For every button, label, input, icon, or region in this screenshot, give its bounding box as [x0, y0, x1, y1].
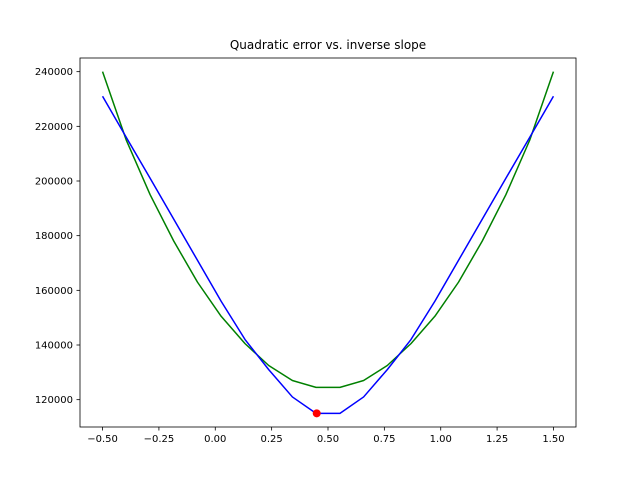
plot-frame	[79, 57, 577, 428]
series-layer	[101, 71, 555, 415]
y-tick-label: 120000	[35, 395, 73, 406]
x-tick-label: 0.00	[204, 434, 226, 445]
y-tick-label: 140000	[35, 341, 73, 352]
y-tick-label: 160000	[35, 286, 73, 297]
x-tick-label: 1.00	[430, 434, 452, 445]
x-tick-label: 1.50	[542, 434, 564, 445]
series-line-2	[101, 95, 555, 415]
x-tick-label: −0.50	[87, 434, 118, 445]
x-tick-label: −0.25	[144, 434, 175, 445]
chart-title: Quadratic error vs. inverse slope	[230, 38, 426, 52]
x-tick-label: 0.50	[317, 434, 339, 445]
y-tick-label: 180000	[35, 231, 73, 242]
points-layer	[312, 409, 321, 418]
y-tick-label: 220000	[35, 122, 73, 133]
x-tick-label: 0.75	[373, 434, 395, 445]
y-tick-label: 240000	[35, 67, 73, 78]
y-tick-label: 200000	[35, 177, 73, 188]
x-tick-label: 0.25	[261, 434, 283, 445]
x-tick-label: 1.25	[486, 434, 508, 445]
axes-layer: −0.50 −0.25 0.00 0.25 0.50 0.75 1.00 1.25 1.50 12…	[35, 57, 577, 445]
series-line-1	[101, 71, 555, 389]
minimum-point	[312, 409, 321, 418]
